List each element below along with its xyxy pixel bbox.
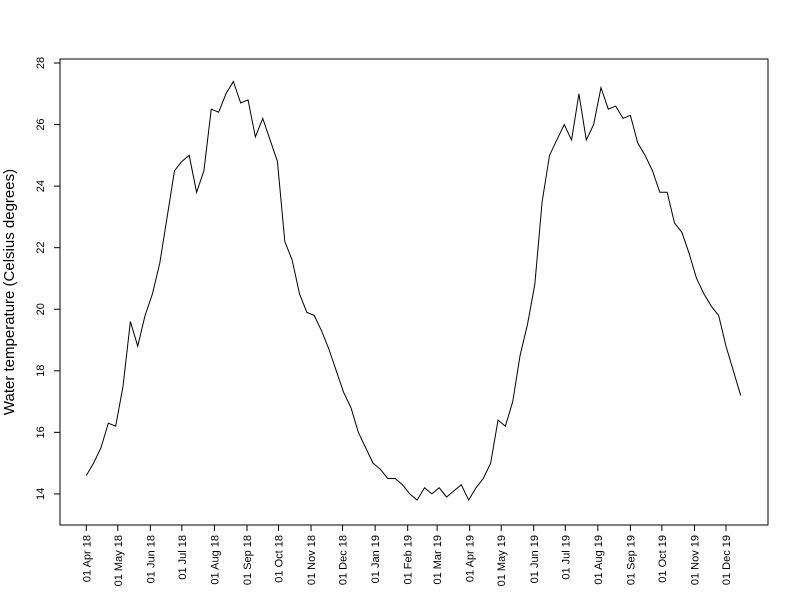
x-tick-label: 01 Oct 18 <box>273 535 285 583</box>
y-tick-label: 16 <box>35 426 47 438</box>
y-tick-label: 22 <box>35 242 47 254</box>
x-tick-label: 01 Apr 19 <box>465 535 477 582</box>
y-tick-label: 28 <box>35 57 47 69</box>
x-tick-label: 01 Aug 19 <box>593 535 605 585</box>
x-tick-label: 01 Dec 19 <box>721 535 733 585</box>
x-tick-label: 01 Nov 19 <box>689 535 701 585</box>
y-tick-label: 20 <box>35 303 47 315</box>
x-tick-label: 01 Feb 19 <box>403 535 415 585</box>
y-tick-label: 24 <box>35 180 47 192</box>
x-tick-label: 01 Aug 18 <box>209 535 221 585</box>
x-tick-label: 01 Jun 19 <box>529 535 541 583</box>
y-axis-label: Water temperature (Celsius degrees) <box>1 169 18 415</box>
x-tick-label: 01 Apr 18 <box>81 535 93 582</box>
x-tick-label: 01 Sep 18 <box>242 535 254 585</box>
plot-frame <box>59 58 769 526</box>
x-tick-label: 01 May 19 <box>496 535 508 586</box>
x-tick-label: 01 Jan 19 <box>370 535 382 583</box>
x-tick-label: 01 Jul 18 <box>177 535 189 580</box>
x-tick-label: 01 Jul 19 <box>560 535 572 580</box>
x-tick-label: 01 Oct 19 <box>657 535 669 583</box>
x-tick-label: 01 Mar 19 <box>432 535 444 585</box>
y-tick-label: 14 <box>35 488 47 500</box>
y-tick-label: 26 <box>35 118 47 130</box>
x-tick-label: 01 Dec 18 <box>338 535 350 585</box>
y-tick-label: 18 <box>35 365 47 377</box>
x-tick-label: 01 Nov 18 <box>306 535 318 585</box>
x-tick-label: 01 Jun 18 <box>145 535 157 583</box>
temperature-line <box>85 80 742 502</box>
x-tick-label: 01 Sep 19 <box>625 535 637 585</box>
x-tick-label: 01 May 18 <box>113 535 125 586</box>
